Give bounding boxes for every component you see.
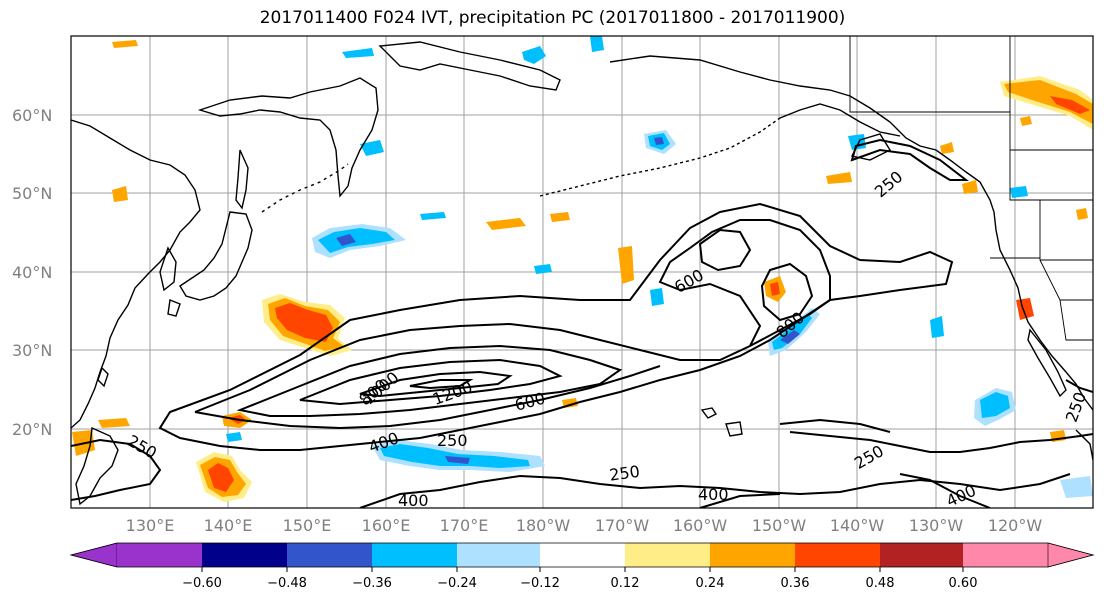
colorbar-tick-label: −0.60 [182, 576, 222, 591]
colorbar-tick-label: −0.36 [352, 576, 392, 591]
colorbar-swatch [880, 543, 963, 567]
colorbar-extend-low [69, 542, 118, 568]
colorbar-swatch [287, 543, 372, 567]
map-frame [70, 35, 1094, 509]
colorbar-swatch [795, 543, 880, 567]
lon-label: 150°W [752, 516, 807, 535]
lon-label: 170°W [595, 516, 650, 535]
lon-label: 180°W [516, 516, 571, 535]
colorbar: −0.60 −0.48 −0.36 −0.24 −0.12 0.12 0.24 … [69, 542, 1095, 591]
lon-label: 120°W [988, 516, 1043, 535]
contour-label: 250 [437, 431, 468, 450]
colorbar-swatch [625, 543, 710, 567]
colorbar-swatch [710, 543, 795, 567]
lat-label: 30°N [12, 341, 52, 360]
colorbar-tick-label: 0.36 [781, 576, 810, 591]
contour-label: 400 [698, 485, 729, 504]
lat-label: 60°N [12, 106, 52, 125]
coastlines [71, 41, 1093, 506]
lon-label: 130°W [909, 516, 964, 535]
lon-label: 160°W [673, 516, 728, 535]
colorbar-tick-label: −0.48 [267, 576, 307, 591]
lon-label: 150°E [283, 516, 332, 535]
colorbar-tick-label: −0.24 [437, 576, 477, 591]
colorbar-swatch [540, 543, 625, 567]
colorbar-tick-label: −0.12 [520, 576, 560, 591]
colorbar-tick-label: 0.12 [611, 576, 640, 591]
colorbar-outline [69, 542, 1095, 568]
latitude-labels: 60°N 50°N 40°N 30°N 20°N [12, 106, 52, 439]
lon-label: 140°E [204, 516, 253, 535]
ivt-contours [71, 138, 1093, 508]
colorbar-tick-label: 0.24 [696, 576, 725, 591]
lat-label: 20°N [12, 420, 52, 439]
lon-label: 170°E [440, 516, 489, 535]
contour-label: 400 [398, 491, 429, 510]
colorbar-swatch [457, 543, 540, 567]
colorbar-swatch [372, 543, 457, 567]
colorbar-swatch [117, 543, 202, 567]
colorbar-swatch [963, 543, 1048, 567]
map-title: 2017011400 F024 IVT, precipitation PC (2… [259, 8, 846, 28]
lat-label: 50°N [12, 184, 52, 203]
longitude-labels: 130°E 140°E 150°E 160°E 170°E 180°W 170°… [126, 516, 1043, 535]
lon-label: 130°E [126, 516, 175, 535]
contour-label: 250 [608, 462, 641, 485]
lon-label: 140°W [830, 516, 885, 535]
lon-label: 160°E [362, 516, 411, 535]
colorbar-ticks [201, 567, 964, 572]
colorbar-swatch [202, 543, 287, 567]
colorbar-extend-high [1047, 542, 1095, 568]
colorbar-tick-label: 0.48 [866, 576, 895, 591]
colorbar-tick-label: 0.60 [949, 576, 978, 591]
borders [849, 36, 1093, 341]
lat-label: 40°N [12, 263, 52, 282]
